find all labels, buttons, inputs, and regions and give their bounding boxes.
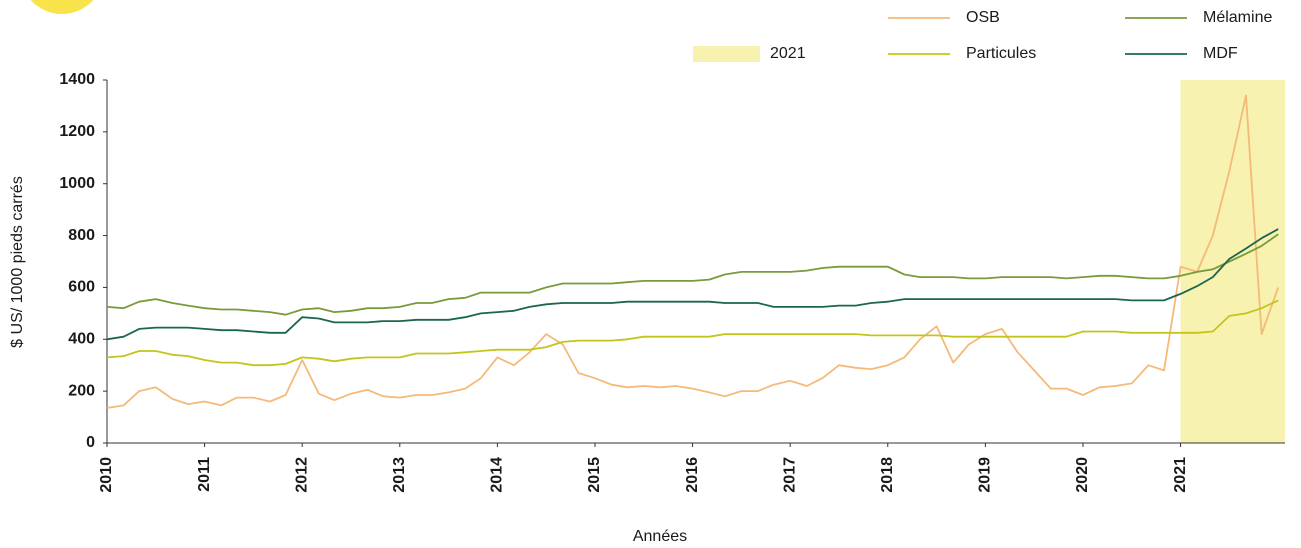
y-tick-label: 1000 [59,175,95,192]
series-line [106,228,1279,341]
x-axis-title: Années [633,528,687,545]
y-tick-label: 1200 [59,123,95,140]
highlight-band [1180,80,1285,443]
x-tick-label: 2020 [1074,457,1091,493]
x-tick-label: 2012 [293,457,310,493]
x-tick-label: 2015 [586,457,603,493]
legend-label: Mélamine [1203,9,1272,26]
x-tick-label: 2019 [977,457,994,493]
x-tick-label: 2014 [489,457,506,493]
y-tick-label: 1400 [59,71,95,88]
legend-label: OSB [966,9,1000,26]
x-tick-label: 2021 [1172,457,1189,493]
y-tick-label: 400 [68,331,95,348]
y-axis-title: $ US/ 1000 pieds carrés [9,176,26,348]
y-tick-label: 0 [86,434,95,451]
y-tick-label: 800 [68,227,95,244]
x-tick-label: 2010 [98,457,115,493]
decor-circle [30,0,94,14]
x-tick-label: 2016 [684,457,701,493]
x-tick-label: 2011 [196,457,213,492]
series-line [106,233,1279,316]
y-tick-label: 600 [68,279,95,296]
series-line [106,94,1280,409]
y-tick-label: 200 [68,382,95,399]
legend-label: 2021 [770,45,806,62]
legend-label: MDF [1203,45,1238,62]
series-line [106,299,1279,367]
legend-swatch [693,46,760,62]
legend-label: Particules [966,45,1036,62]
x-tick-label: 2018 [879,457,896,493]
x-tick-label: 2017 [781,457,798,493]
x-tick-label: 2013 [391,457,408,493]
